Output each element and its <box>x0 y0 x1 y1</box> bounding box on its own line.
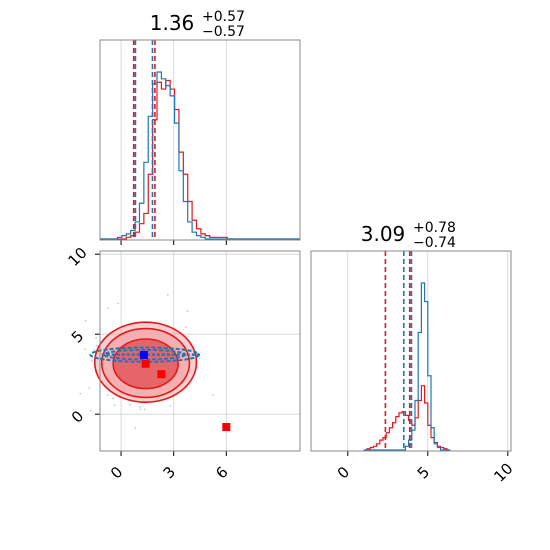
panel-0-title-upper-error: +0.57 <box>202 9 245 25</box>
panel-1-x-tick-label: 6 <box>212 463 231 482</box>
marker-point <box>157 370 166 379</box>
marker-point <box>139 351 148 359</box>
panel-2-x-tick-label: 10 <box>490 460 516 486</box>
scatter-point <box>90 359 93 362</box>
panel-2-title-upper-error: +0.78 <box>413 220 456 236</box>
panel-0-title-lower-error: −0.57 <box>202 24 245 40</box>
scatter-point <box>139 408 142 411</box>
scatter-point <box>134 427 137 430</box>
scatter-point <box>106 307 109 310</box>
panel-frame <box>99 250 301 452</box>
marker-point <box>141 359 150 368</box>
scatter-point <box>198 357 201 360</box>
scatter-point <box>139 405 142 408</box>
panel-1-y-tick-label: 5 <box>68 327 87 346</box>
panel-1-y-tick-label: 0 <box>68 407 87 426</box>
histogram-blue <box>100 71 300 240</box>
scatter-point <box>143 408 146 411</box>
scatter-point <box>166 293 169 296</box>
histogram-red <box>363 385 451 451</box>
scatter-point <box>106 394 109 397</box>
panel-1: 0 3 6 0 5 10 <box>65 244 301 482</box>
panel-frame <box>310 250 512 452</box>
scatter-point <box>89 409 92 412</box>
scatter-point <box>79 392 82 395</box>
marker-point <box>222 423 231 431</box>
scatter-point <box>84 319 87 322</box>
panel-0: 1.36 +0.57−0.57 <box>99 9 301 245</box>
scatter-point <box>211 393 214 396</box>
blue-contour <box>103 348 187 361</box>
histogram-red <box>100 79 300 240</box>
scatter-point <box>113 404 116 407</box>
scatter-point <box>96 344 99 347</box>
panel-2: 0 5 10 3.09 +0.78−0.74 <box>310 220 517 486</box>
histogram-blue <box>363 282 451 451</box>
scatter-point <box>84 348 86 351</box>
panel-0-title-value: 1.36 <box>150 11 195 35</box>
scatter-point <box>112 397 114 400</box>
scatter-point <box>129 403 131 406</box>
scatter-point <box>184 326 187 328</box>
scatter-point <box>169 405 172 408</box>
panel-2-x-tick-label: 5 <box>414 463 433 482</box>
scatter-point <box>186 310 189 312</box>
panel-1-x-tick-label: 3 <box>160 463 179 482</box>
panel-2-title-value: 3.09 <box>361 222 406 246</box>
scatter-point <box>95 336 97 339</box>
scatter-point <box>117 302 120 305</box>
panel-1-y-tick-label: 10 <box>65 244 91 270</box>
panel-2-x-tick-label: 0 <box>334 463 353 482</box>
panel-frame <box>99 39 301 241</box>
scatter-point <box>88 387 91 390</box>
scatter-point <box>93 349 96 351</box>
panel-1-x-tick-label: 0 <box>107 463 126 482</box>
panel-2-title-lower-error: −0.74 <box>413 235 456 251</box>
